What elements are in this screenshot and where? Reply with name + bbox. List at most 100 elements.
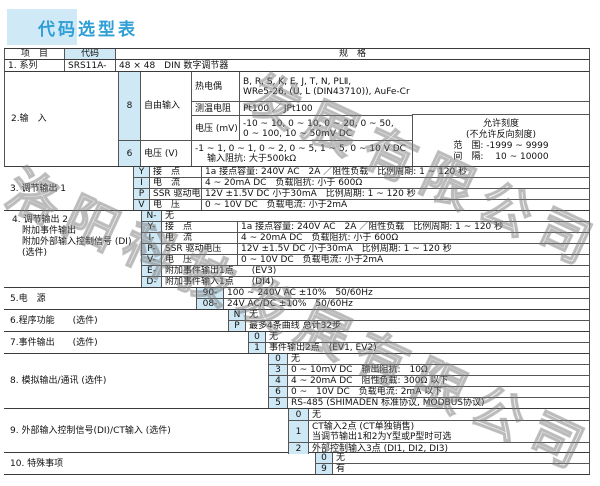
special-code-9: 9 [315,464,332,474]
section-analog-comm: 8. 模拟输出/通讯 (选件) 0 无 3 0 ~ 10mV DC 输出阻抗: … [4,354,590,409]
table-row: 5 RS-485 (SHIMADEN 标准协议, MODBUS协议) [268,397,589,408]
output1-code-i: I [133,178,149,188]
title-highlight [7,9,77,45]
rtd-label: 测温电阻 [191,102,239,115]
di-ct-value-0: 无 [308,409,589,420]
voltage-line2: 输入阻抗: 大于500kΩ [207,153,297,164]
header-item-cell: 项 目 [20,49,48,59]
special-rows: 0 无 9 有 [315,453,589,474]
output2-code-e: E- [141,266,161,276]
table-row: Y- 接 点 1a 接点容量: 240V AC 2A ／阻性负载 比例周期: 1… [141,221,589,232]
rtd-value: Pt100 ／ JPt100 [239,102,589,115]
output2-item-line2: 附加事件输出 [22,226,77,236]
input-free-rows: 热电偶 B, R, S, K, E, J, T, N, PLⅡ, WRe5-26… [191,72,589,141]
table-row: D- 附加事件输入1点 (DI4) [141,276,589,287]
thermocouple-values: B, R, S, K, E, J, T, N, PLⅡ, WRe5-26, (U… [239,72,589,101]
header-row: 项 目 代码 规 格 [4,49,590,60]
table-row: V- 电 压 0 ~ 10V DC 负载电流: 小于2mA [141,254,589,265]
section-power: 5.电 源 90- 100 ~ 240V AC ±10% 50/60Hz 08-… [4,288,590,310]
thermocouple-row: 热电偶 B, R, S, K, E, J, T, N, PLⅡ, WRe5-26… [191,72,589,101]
thermocouple-label: 热电偶 [191,72,239,101]
input-item-label: 2.输 入 [11,114,47,124]
mv-label: 电压 (mV) [191,116,239,141]
output1-label-p: SSR 驱动电压 [149,189,201,199]
output2-item-line1: 4. 调节输出 2 [12,215,69,225]
output2-value-e: 附加事件输出1点 (EV3) [161,266,589,276]
table-row: 3 0 ~ 10mV DC 输出阻抗: 10Ω [268,364,589,375]
power-item-label: 5.电 源 [10,293,46,304]
ct-line1: CT输入2点 (CT单独销售) [312,421,415,432]
voltage-values: -1 ~ 1, 0 ~ 1, 0 ~ 2, 0 ~ 5, 1 ~ 5, 0 ~ … [191,141,589,166]
output2-value-i: 4 ~ 20mA DC 负载阻抗: 小于 600Ω [237,233,589,243]
mv-line2: 0 ~ 100, 10 ~ 50mV DC [243,128,353,139]
output1-label-i: 电 流 [149,178,201,188]
series-item-label: 1. 系列 [8,60,38,71]
table-row: P- SSR 驱动电压 12V ±1.5V DC 小于30mA 比例周期: 1 … [141,243,589,254]
table-row: P SSR 驱动电压 12V ±1.5V DC 小于30mA 比例周期: 1 ~… [133,188,589,199]
analog-value-6: 0 ~ 10V DC 负载电流: 2mA 以下 [287,387,589,397]
series-code: SRS11A- [64,60,115,71]
section-output1: 3. 调节输出 1 Y 接 点 1a 接点容量: 240V AC 2A ／阻性负… [4,167,590,211]
thermocouple-line1: B, R, S, K, E, J, T, N, PLⅡ, [243,76,352,87]
analog-value-0: 无 [287,354,589,364]
event-item-label: 7.事件输出 (选件) [10,337,98,348]
header-code-cell: 代码 [64,49,115,59]
input-group-free: 8 自由输入 热电偶 B, R, S, K, E, J, T, N, PLⅡ, … [118,72,589,141]
output1-label-y: 接 点 [149,167,201,177]
event-code-1: 1 [248,343,265,353]
special-code-0: 0 [315,453,332,463]
analog-code-6: 6 [268,387,287,397]
power-value-90: 100 ~ 240V AC ±10% 50/60Hz [223,288,589,298]
di-ct-code-0: 0 [288,409,308,420]
table-row: 9 有 [315,463,589,474]
output2-code-n: N- [141,211,161,221]
table-row: 0 无 [268,354,589,364]
mv-line1: -10 ~ 10, 0 ~ 10, 0 ~ 20, 0 ~ 50, [243,118,394,129]
table-row: 1 事件输出2点 (EV1, EV2) [248,342,589,353]
analog-value-3: 0 ~ 10mV DC 输出阻抗: 10Ω [287,365,589,375]
output1-code-p: P [133,189,149,199]
table-row: I- 电 流 4 ~ 20mA DC 负载阻抗: 小于 600Ω [141,232,589,243]
input-free-label: 自由输入 [140,72,191,140]
table-row: P 最多4条曲线 总计32步 [228,320,589,331]
scale-note: (不允许反向刻度) [465,129,537,140]
output2-item-label: 4. 调节输出 2 附加事件输出 附加外部输入控制信号 (DI) (选件) [4,211,141,287]
output2-code-i: I- [141,233,161,243]
page-title: 代码选型表 [38,20,138,40]
power-value-08: 24V AC/DC ±10% 50/60Hz [223,299,589,309]
di-ct-item-label: 9. 外部输入控制信号(DI)/CT输入 (选件) [10,425,171,436]
power-code-08: 08- [196,299,223,309]
output1-code-y: Y [133,167,149,177]
table-row: N 无 [228,310,589,320]
di-ct-value-2: 外部控制输入3点 (DI1, DI2, DI3) [308,443,589,454]
table-row: E- 附加事件输出1点 (EV3) [141,265,589,276]
output1-code-v: V [133,200,149,210]
power-rows: 90- 100 ~ 240V AC ±10% 50/60Hz 08- 24V A… [196,288,589,309]
table-row: 0 无 [315,453,589,463]
scale-interval: 间 隔: 10 ~ 10000 [453,151,549,162]
mv-row: 电压 (mV) -10 ~ 10, 0 ~ 10, 0 ~ 20, 0 ~ 50… [191,115,589,141]
table-row: 2 外部控制输入3点 (DI1, DI2, DI3) [288,442,589,454]
output2-label-y: 接 点 [161,222,237,232]
header-spec-cell: 规 格 [115,49,589,59]
table-row: N- 无 [141,211,589,221]
analog-value-5: RS-485 (SHIMADEN 标准协议, MODBUS协议) [287,398,589,408]
output2-code-p: P- [141,244,161,254]
table-row: 08- 24V AC/DC ±10% 50/60Hz [196,298,589,309]
output1-value-v: 0 ~ 10V DC 负载电流: 小于2mA [201,200,589,210]
program-code-p: P [228,321,245,331]
output2-code-v: V- [141,255,161,265]
output2-value-y: 1a 接点容量: 240V AC 2A ／阻性负载 比例周期: 1 ~ 120 … [237,222,589,232]
output2-value-p: 12V ±1.5V DC 小于30mA 比例周期: 1 ~ 120 秒 [237,244,589,254]
section-series: 1. 系列 SRS11A- 48 × 48 DIN 数字调节器 [4,60,590,72]
section-program: 6.程序功能 (选件) N 无 P 最多4条曲线 总计32步 [4,310,590,332]
section-event-output: 7.事件输出 (选件) 0 无 1 事件输出2点 (EV1, EV2) [4,332,590,354]
ct-line2: 当调节输出1和2为Y型或P型时可选 [312,431,452,442]
table-row: Y 接 点 1a 接点容量: 240V AC 2A ／阻性负载 比例周期: 1 … [133,167,589,177]
di-ct-code-1: 1 [288,421,308,442]
event-value-1: 事件输出2点 (EV1, EV2) [265,343,589,353]
output1-value-i: 4 ~ 20mA DC 负载阻抗: 小于 600Ω [201,178,589,188]
program-value-p: 最多4条曲线 总计32步 [245,321,589,331]
output2-label-p: SSR 驱动电压 [161,244,237,254]
